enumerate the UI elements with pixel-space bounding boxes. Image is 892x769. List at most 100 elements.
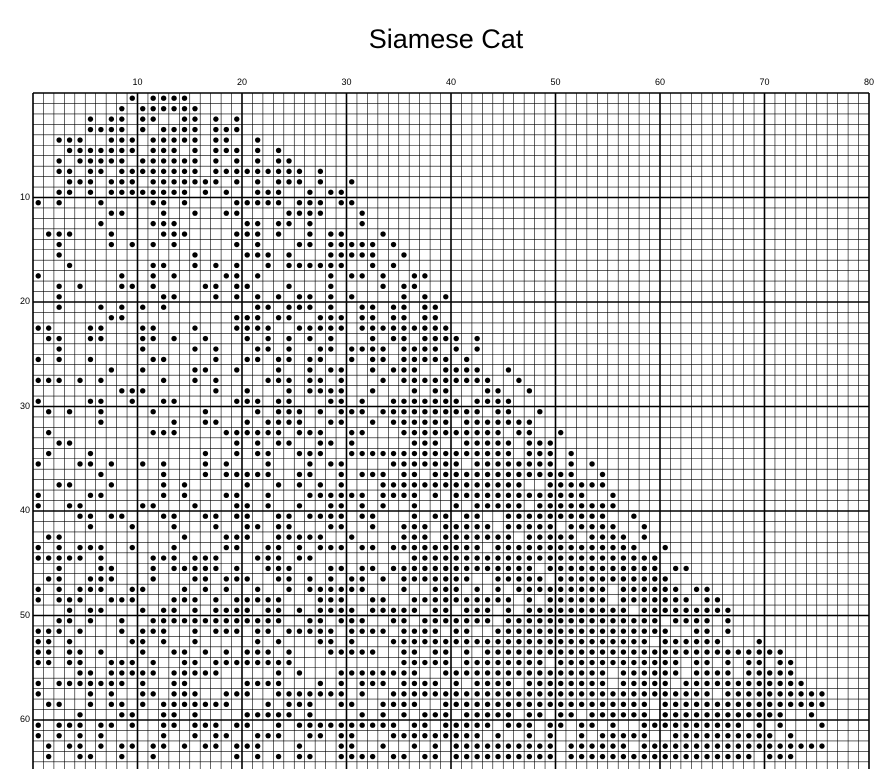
stitch-dot	[160, 262, 167, 269]
stitch-dot	[578, 492, 585, 499]
stitch-dot	[202, 743, 209, 749]
stitch-dot	[463, 534, 470, 540]
stitch-dot	[495, 691, 501, 697]
stitch-dot	[359, 273, 365, 279]
stitch-dot	[411, 722, 418, 728]
stitch-dot	[390, 335, 397, 342]
stitch-dot	[307, 294, 313, 300]
stitch-dot	[526, 576, 533, 582]
stitch-dot	[150, 116, 156, 122]
stitch-dot	[171, 168, 177, 175]
stitch-dot	[463, 638, 470, 645]
stitch-dot	[275, 356, 282, 363]
stitch-dot	[390, 314, 397, 321]
stitch-dot	[349, 670, 355, 676]
stitch-dot	[265, 628, 271, 634]
stitch-dot	[599, 607, 606, 613]
stitch-dot	[192, 628, 198, 634]
stitch-dot	[516, 670, 522, 676]
stitch-dot	[307, 753, 313, 760]
stitch-dot	[234, 116, 240, 122]
stitch-dot	[275, 398, 282, 404]
stitch-dot	[265, 492, 271, 499]
stitch-dot	[422, 659, 428, 666]
stitch-dot	[213, 126, 219, 133]
stitch-dot	[453, 398, 459, 404]
stitch-dot	[401, 586, 407, 593]
stitch-dot	[296, 429, 303, 436]
stitch-dot	[223, 659, 230, 666]
stitch-dot	[307, 618, 313, 624]
stitch-dot	[223, 147, 230, 154]
stitch-dot	[213, 116, 219, 122]
stitch-dot	[359, 513, 365, 519]
stitch-dot	[599, 670, 606, 676]
stitch-dot	[641, 534, 648, 540]
stitch-dot	[66, 607, 73, 613]
stitch-dot	[328, 314, 334, 321]
stitch-dot	[693, 743, 700, 749]
stitch-dot	[620, 586, 627, 593]
stitch-dot	[202, 409, 209, 415]
stitch-dot	[495, 461, 501, 467]
stitch-dot	[411, 409, 418, 415]
stitch-dot	[171, 555, 177, 561]
stitch-dot	[307, 189, 313, 195]
row-label: 50	[19, 609, 30, 620]
stitch-dot	[411, 544, 418, 551]
stitch-dot	[286, 210, 292, 216]
stitch-dot	[160, 513, 167, 519]
stitch-dot	[160, 126, 167, 133]
stitch-dot	[171, 231, 177, 237]
stitch-dot	[453, 586, 459, 593]
stitch-dot	[223, 586, 230, 593]
stitch-dot	[610, 565, 616, 572]
stitch-dot	[338, 743, 344, 749]
stitch-dot	[683, 753, 689, 760]
stitch-dot	[265, 262, 271, 269]
stitch-dot	[756, 701, 762, 708]
stitch-dot	[568, 743, 574, 749]
stitch-dot	[234, 597, 240, 603]
stitch-dot	[652, 555, 658, 561]
stitch-dot	[45, 409, 52, 415]
stitch-dot	[767, 691, 773, 697]
stitch-dot	[98, 471, 104, 478]
stitch-dot	[756, 659, 762, 666]
stitch-dot	[307, 241, 313, 248]
stitch-dot	[234, 691, 240, 697]
stitch-dot	[505, 638, 512, 645]
stitch-dot	[171, 398, 177, 404]
stitch-dot	[359, 409, 365, 415]
stitch-dot	[77, 670, 83, 676]
stitch-dot	[66, 649, 73, 655]
stitch-dot	[140, 461, 146, 467]
stitch-dot	[234, 544, 240, 551]
stitch-dot	[244, 388, 250, 394]
stitch-dot	[317, 168, 324, 175]
stitch-dot	[181, 179, 188, 185]
stitch-dot	[380, 273, 386, 279]
stitch-dot	[777, 680, 783, 687]
stitch-dot	[474, 367, 480, 373]
stitch-dot	[296, 168, 303, 175]
stitch-dot	[140, 607, 146, 613]
stitch-dot	[56, 346, 62, 352]
stitch-dot	[672, 732, 679, 739]
stitch-dot	[599, 628, 606, 634]
stitch-dot	[192, 158, 198, 164]
stitch-dot	[767, 743, 773, 749]
stitch-dot	[66, 503, 73, 509]
stitch-dot	[213, 732, 219, 739]
stitch-dot	[296, 241, 303, 248]
stitch-dot	[787, 753, 794, 760]
stitch-dot	[35, 544, 41, 551]
stitch-dot	[474, 638, 480, 645]
stitch-dot	[662, 753, 668, 760]
stitch-dot	[725, 618, 731, 624]
stitch-dot	[443, 398, 449, 404]
stitch-dot	[275, 712, 282, 718]
stitch-dot	[192, 565, 198, 572]
stitch-dot	[495, 555, 501, 561]
stitch-dot	[254, 231, 261, 237]
